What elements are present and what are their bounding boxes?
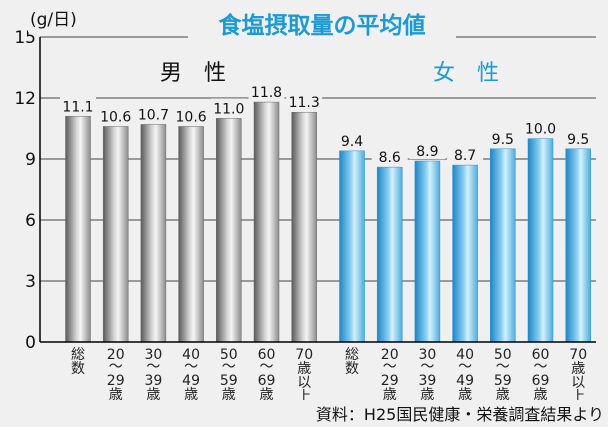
value-label: 11.3 bbox=[289, 95, 320, 111]
category-label: 60 〜 69 歳 bbox=[532, 347, 550, 403]
bars bbox=[65, 101, 591, 343]
value-label-backdrop bbox=[173, 106, 210, 125]
value-label: 9.5 bbox=[567, 132, 589, 148]
value-label-backdrop bbox=[371, 147, 408, 166]
value-label-backdrop bbox=[286, 92, 323, 111]
value-label-backdrop bbox=[484, 128, 521, 147]
chart-title: 食塩摂取量の平均値 bbox=[219, 12, 426, 39]
bar bbox=[65, 116, 91, 343]
value-label-backdrop bbox=[210, 98, 247, 117]
source-backdrop bbox=[262, 400, 608, 427]
value-label: 11.1 bbox=[62, 99, 93, 115]
axes bbox=[39, 37, 596, 343]
y-tick-label: 0 bbox=[25, 333, 36, 353]
category-label: 40 〜 49 歳 bbox=[182, 347, 200, 403]
source-note: 資料：H25国民健康・栄養調査結果より bbox=[316, 405, 604, 424]
value-label-backdrop bbox=[447, 145, 484, 164]
value-label-backdrop bbox=[135, 104, 172, 123]
group-label-backdrop bbox=[404, 56, 528, 86]
y-tick-label: 15 bbox=[14, 28, 36, 48]
value-label: 11.8 bbox=[251, 85, 282, 101]
category-label: 総数 bbox=[71, 347, 85, 377]
value-label: 10.6 bbox=[176, 109, 207, 125]
value-label: 10.0 bbox=[525, 122, 556, 138]
category-label: 30 〜 39 歳 bbox=[418, 347, 436, 403]
value-label: 8.7 bbox=[454, 148, 476, 164]
value-label-backdrop bbox=[409, 141, 446, 160]
labels: 0 3 6 9 12 15 男 性 11.1 総数 10.6 20 〜 29 歳 10.7 30 〜 39 歳 10.… bbox=[14, 28, 597, 405]
value-label-backdrop bbox=[97, 106, 134, 125]
bar bbox=[527, 138, 554, 343]
y-tick-label: 12 bbox=[14, 89, 36, 109]
y-tick-label: 9 bbox=[25, 150, 36, 170]
y-unit-label: (g/日) bbox=[30, 10, 77, 30]
category-label: 総数 bbox=[345, 347, 359, 377]
title-backdrop bbox=[188, 6, 456, 42]
bar bbox=[291, 111, 317, 343]
category-label: 40 〜 49 歳 bbox=[456, 347, 474, 403]
value-label: 9.4 bbox=[341, 134, 363, 150]
category-label: 70 歳以上 bbox=[569, 347, 587, 405]
group-label: 男 性 bbox=[160, 61, 226, 86]
bar bbox=[490, 148, 516, 343]
value-label: 11.0 bbox=[213, 101, 244, 117]
bar bbox=[452, 164, 478, 343]
bar bbox=[102, 126, 129, 343]
category-label: 50 〜 59 歳 bbox=[494, 347, 512, 403]
value-label-backdrop bbox=[248, 82, 285, 101]
category-label: 50 〜 59 歳 bbox=[220, 347, 238, 403]
value-label-backdrop bbox=[560, 128, 597, 147]
category-label: 20 〜 29 歳 bbox=[381, 347, 399, 403]
unit-backdrop bbox=[28, 6, 84, 32]
category-label: 30 〜 39 歳 bbox=[144, 347, 162, 403]
value-label: 8.9 bbox=[416, 144, 438, 160]
bar bbox=[565, 148, 591, 343]
y-tick-label: 6 bbox=[25, 211, 36, 231]
category-label: 70 歳以上 bbox=[295, 347, 313, 405]
value-label: 8.6 bbox=[379, 150, 401, 166]
bar bbox=[376, 166, 403, 343]
bar bbox=[216, 118, 242, 343]
bar bbox=[140, 124, 167, 343]
bar bbox=[414, 160, 441, 343]
value-label: 9.5 bbox=[492, 132, 514, 148]
value-label-backdrop bbox=[60, 96, 96, 115]
value-label-backdrop bbox=[522, 118, 559, 137]
value-label: 10.7 bbox=[138, 107, 169, 123]
category-label: 60 〜 69 歳 bbox=[258, 347, 276, 403]
bar bbox=[178, 126, 204, 343]
group-label: 女 性 bbox=[433, 61, 499, 86]
bar bbox=[339, 150, 365, 343]
group-label-backdrop bbox=[131, 56, 255, 86]
category-label: 20 〜 29 歳 bbox=[107, 347, 125, 403]
y-tick-label: 3 bbox=[25, 272, 36, 292]
bar bbox=[253, 101, 280, 343]
value-label-backdrop bbox=[334, 130, 370, 149]
value-label: 10.6 bbox=[100, 109, 131, 125]
